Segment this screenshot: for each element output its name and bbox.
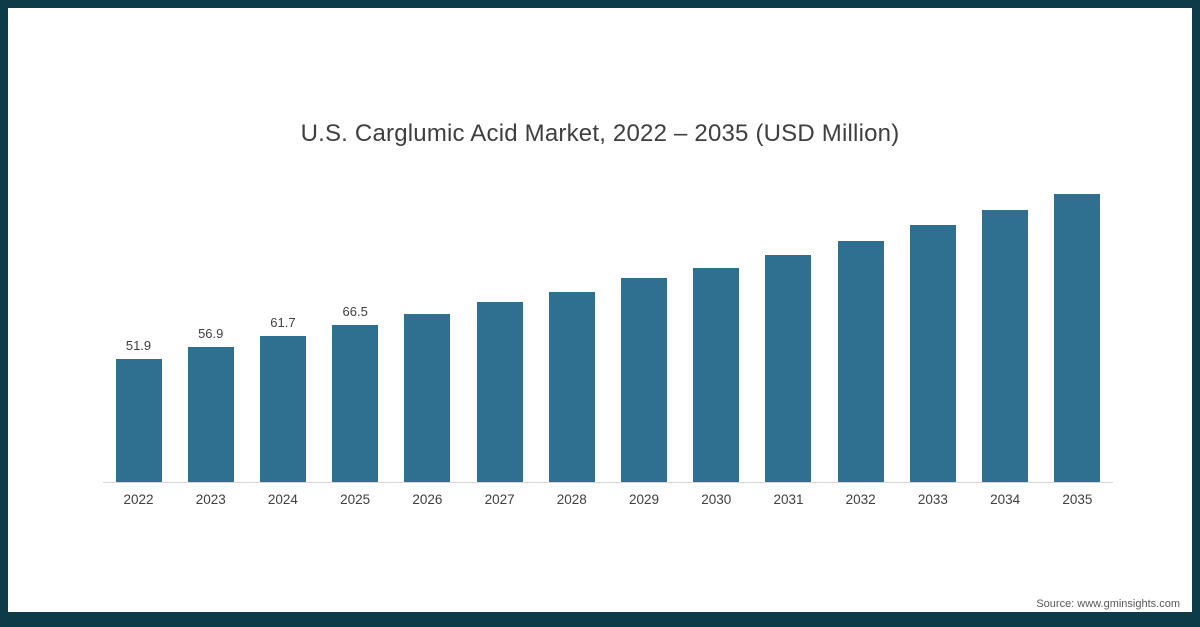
x-axis-tick-label: 2032 (845, 492, 876, 507)
bar-column (970, 173, 1041, 482)
bar-value-label: 56.9 (198, 326, 224, 341)
bar (332, 325, 379, 482)
bar-column (464, 173, 535, 482)
bar (765, 255, 812, 482)
x-axis-tick-label: 2034 (990, 492, 1021, 507)
bar (621, 278, 668, 482)
x-axis-tick-label: 2028 (556, 492, 587, 507)
bars-row: 51.9 56.9 61.7 66.5 (103, 173, 1113, 483)
x-axis-labels: 2022 2023 2024 2025 2026 2027 2028 2029 2030 2031… (103, 492, 1113, 507)
bar (1054, 193, 1101, 482)
bar-chart: 51.9 56.9 61.7 66.5 2022 2023 2024 2025 2026 202… (103, 173, 1113, 507)
bar-column (825, 173, 896, 482)
bar-column (753, 173, 824, 482)
bar-value-label: 66.5 (342, 304, 368, 319)
bar-column: 66.5 (320, 173, 391, 482)
bar (693, 268, 740, 482)
bar (982, 210, 1029, 482)
x-axis-tick-label: 2022 (123, 492, 154, 507)
bar-column (536, 173, 607, 482)
x-axis-tick-label: 2024 (267, 492, 298, 507)
x-axis-tick-label: 2023 (195, 492, 226, 507)
bar-column (897, 173, 968, 482)
bar (187, 347, 234, 482)
bar (404, 314, 451, 482)
x-axis-tick-label: 2029 (629, 492, 660, 507)
bar (115, 359, 162, 482)
bar-column (392, 173, 463, 482)
x-axis-tick-label: 2026 (412, 492, 443, 507)
bar-value-label: 61.7 (270, 315, 296, 330)
x-axis-tick-label: 2031 (773, 492, 804, 507)
bar-column (1042, 173, 1113, 482)
bar (837, 241, 884, 482)
bar (548, 292, 595, 482)
bar (259, 336, 306, 482)
x-axis-tick-label: 2030 (701, 492, 732, 507)
bar (476, 302, 523, 482)
bar-column: 61.7 (247, 173, 318, 482)
bar-value-label: 51.9 (125, 338, 152, 353)
source-note: Source: www.gminsights.com (1036, 598, 1180, 610)
bar-column (681, 173, 752, 482)
bar-column: 51.9 (103, 173, 174, 482)
x-axis-tick-label: 2033 (917, 492, 948, 507)
bar (909, 225, 956, 482)
chart-title: U.S. Carglumic Acid Market, 2022 – 2035 … (300, 120, 900, 147)
x-axis-tick-label: 2025 (340, 492, 371, 507)
bar-column: 56.9 (175, 173, 246, 482)
x-axis-tick-label: 2035 (1062, 492, 1093, 507)
bar-column (609, 173, 680, 482)
x-axis-tick-label: 2027 (484, 492, 515, 507)
